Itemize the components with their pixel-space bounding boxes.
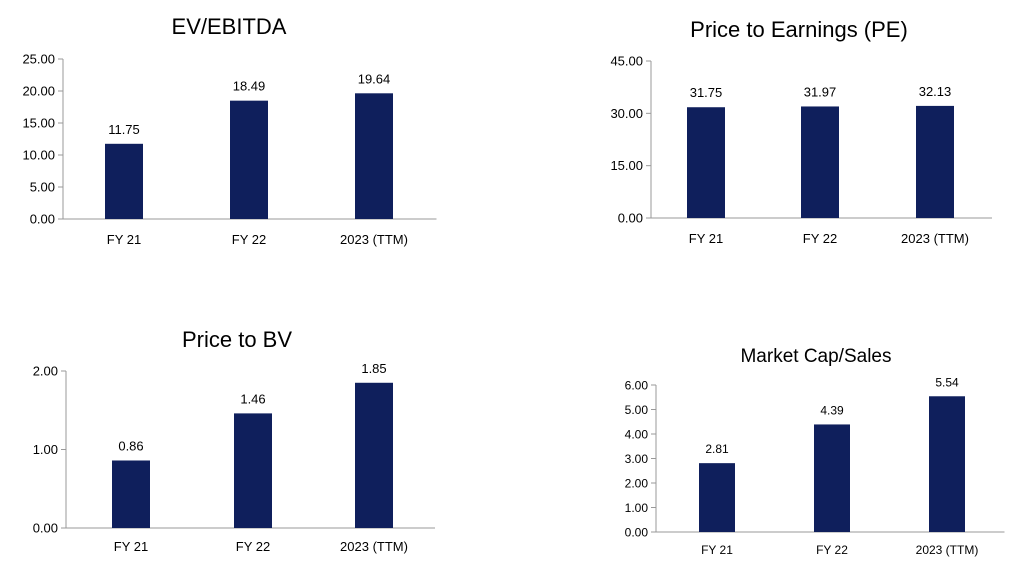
y-tick-label: 0.00 <box>618 211 643 226</box>
data-label: 11.75 <box>108 122 140 137</box>
bar-fy-21 <box>699 463 735 532</box>
y-tick-label: 2.00 <box>33 364 58 379</box>
data-label: 19.64 <box>358 71 391 86</box>
x-tick-label: FY 22 <box>803 231 837 246</box>
x-tick-label: 2023 (TTM) <box>901 231 969 246</box>
bar-fy-22 <box>234 413 272 528</box>
chart-title: EV/EBITDA <box>172 14 287 39</box>
chart-title: Price to BV <box>182 327 292 352</box>
y-tick-label: 15.00 <box>22 116 55 131</box>
bar-2023-ttm <box>355 93 393 219</box>
chart-title: Price to Earnings (PE) <box>690 17 908 42</box>
bar-fy-22 <box>801 106 839 218</box>
data-label: 2.81 <box>705 442 729 456</box>
data-label: 5.54 <box>935 375 959 389</box>
y-tick-label: 10.00 <box>22 148 55 163</box>
y-tick-label: 0.00 <box>33 521 58 536</box>
y-tick-label: 6.00 <box>625 379 649 393</box>
bar-fy-21 <box>105 143 143 219</box>
data-label: 0.86 <box>118 438 143 453</box>
bar-fy-22 <box>814 424 850 532</box>
bar-2023-ttm <box>916 105 954 218</box>
x-tick-label: FY 21 <box>114 539 148 554</box>
bar-2023-ttm <box>929 396 965 532</box>
bar-fy-21 <box>112 460 150 528</box>
y-tick-label: 20.00 <box>22 84 55 99</box>
x-tick-label: FY 22 <box>232 232 266 247</box>
y-tick-label: 0.00 <box>30 212 55 227</box>
data-label: 31.75 <box>690 85 723 100</box>
y-tick-label: 45.00 <box>610 54 643 69</box>
x-tick-label: FY 21 <box>689 231 723 246</box>
y-tick-label: 5.00 <box>625 403 649 417</box>
y-tick-label: 0.00 <box>625 526 649 540</box>
y-tick-label: 5.00 <box>30 180 55 195</box>
y-tick-label: 15.00 <box>610 158 643 173</box>
chart-title: Market Cap/Sales <box>740 346 891 367</box>
data-label: 18.49 <box>233 79 266 94</box>
x-tick-label: FY 21 <box>701 543 733 557</box>
data-label: 1.46 <box>240 391 265 406</box>
x-tick-label: FY 22 <box>816 543 848 557</box>
y-tick-label: 1.00 <box>625 501 649 515</box>
data-label: 32.13 <box>919 84 952 99</box>
y-tick-label: 25.00 <box>22 52 55 67</box>
data-label: 4.39 <box>820 403 844 417</box>
x-tick-label: FY 22 <box>236 539 270 554</box>
data-label: 31.97 <box>804 84 837 99</box>
x-tick-label: 2023 (TTM) <box>340 232 408 247</box>
y-tick-label: 30.00 <box>610 106 643 121</box>
x-tick-label: 2023 (TTM) <box>340 539 408 554</box>
y-tick-label: 2.00 <box>625 477 649 491</box>
x-tick-label: 2023 (TTM) <box>916 543 979 557</box>
y-tick-label: 3.00 <box>625 452 649 466</box>
x-tick-label: FY 21 <box>107 232 141 247</box>
data-label: 1.85 <box>361 361 386 376</box>
bar-fy-22 <box>230 100 268 219</box>
y-tick-label: 4.00 <box>625 428 649 442</box>
bar-fy-21 <box>687 107 725 218</box>
y-tick-label: 1.00 <box>33 442 58 457</box>
bar-2023-ttm <box>355 382 393 528</box>
